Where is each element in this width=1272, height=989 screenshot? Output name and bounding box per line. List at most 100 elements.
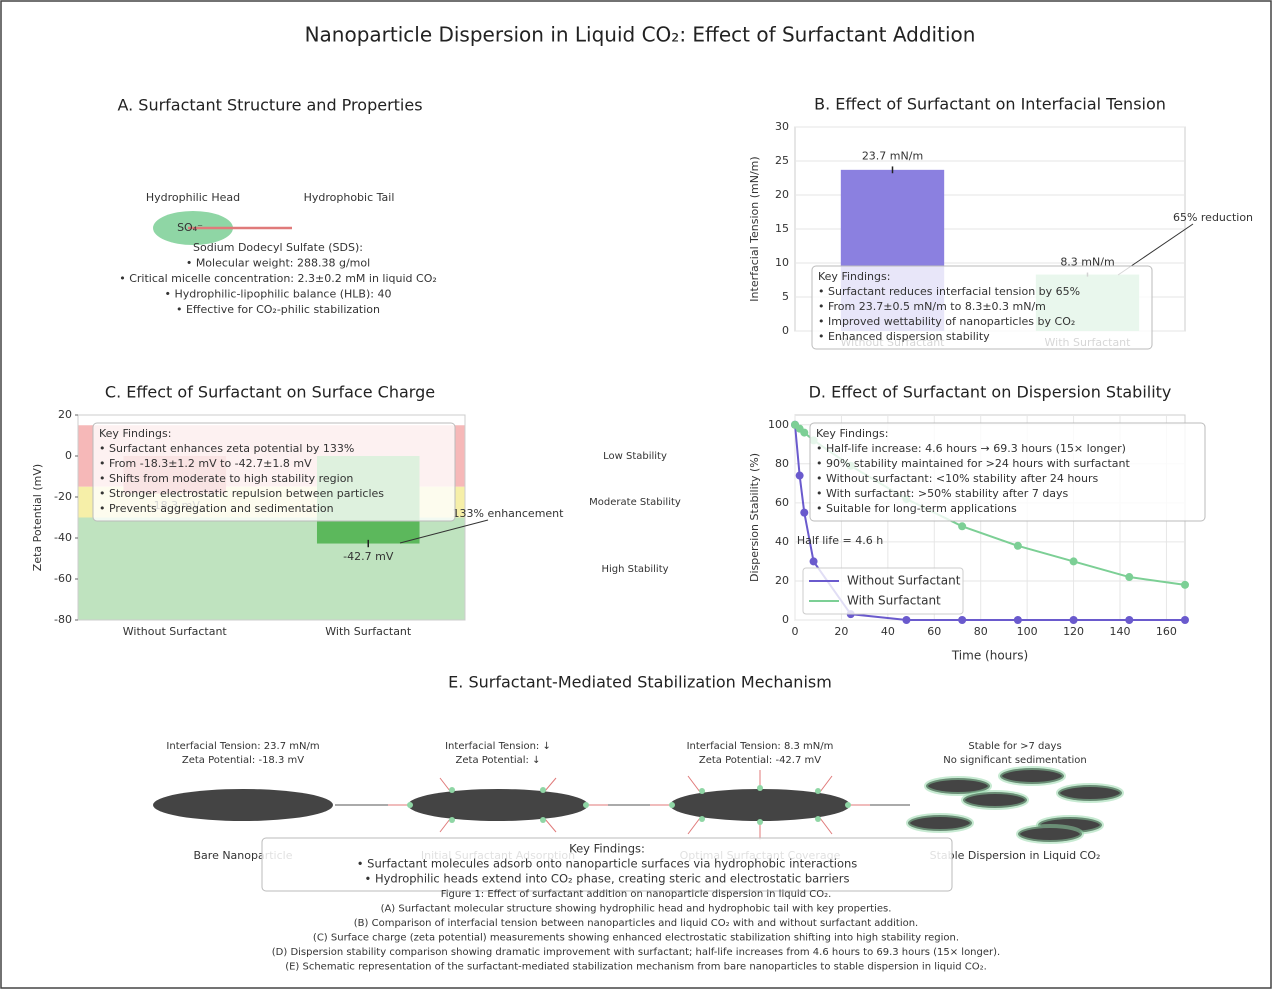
text-line: Zeta Potential: ↓ (456, 755, 541, 766)
text-line: • Prevents aggregation and sedimentation (99, 502, 334, 515)
dispersed-particles (906, 766, 1124, 844)
y-axis-label: Dispersion Stability (%) (748, 453, 761, 582)
mechanism-schematic (153, 766, 1124, 844)
region-label: High Stability (601, 564, 668, 575)
y-tick-label: -80 (54, 613, 72, 626)
data-point (795, 471, 804, 480)
x-tick-label: 100 (1017, 625, 1038, 638)
text-line: • With surfactant: >50% stability after … (816, 487, 1069, 500)
x-tick-label: 40 (881, 625, 895, 638)
text-line: • Suitable for long-term applications (816, 502, 1017, 515)
text-line: • Improved wettability of nanoparticles … (818, 315, 1075, 328)
text-line: No significant sedimentation (943, 755, 1087, 766)
text-line: • From 23.7±0.5 mN/m to 8.3±0.3 mN/m (818, 300, 1046, 313)
text-line: Sodium Dodecyl Sulfate (SDS): (193, 241, 363, 254)
value-label: -42.7 mV (343, 550, 394, 563)
text-line: Interfacial Tension: 8.3 mN/m (687, 741, 834, 752)
particle (670, 789, 850, 821)
data-point (902, 616, 911, 624)
key-findings-box (92, 422, 456, 522)
text-line: (A) Surfactant molecular structure showi… (381, 904, 892, 915)
text-line: • Molecular weight: 288.38 g/mol (186, 257, 370, 270)
text-line: • Critical micelle concentration: 2.3±0.… (119, 272, 437, 285)
y-tick-label: 5 (782, 290, 789, 303)
y-tick-label: 20 (775, 188, 789, 201)
y-tick-label: -40 (54, 531, 72, 544)
text-line: • Surfactant enhances zeta potential by … (99, 442, 354, 455)
data-point (1069, 616, 1078, 624)
panel-title: A. Surfactant Structure and Properties (117, 96, 422, 115)
x-tick-label: 160 (1156, 625, 1177, 638)
x-tick-label: 140 (1110, 625, 1131, 638)
x-tick-label: 80 (974, 625, 988, 638)
text-line: Interfacial Tension: 23.7 mN/m (166, 741, 319, 752)
text-line: • From -18.3±1.2 mV to -42.7±1.8 mV (99, 457, 312, 470)
data-point (1125, 573, 1134, 582)
key-findings-box (811, 265, 1153, 350)
text-line: Key Findings: (816, 427, 888, 440)
data-point (1181, 580, 1189, 589)
y-tick-label: -60 (54, 572, 72, 585)
text-line: Figure 1: Effect of surfactant addition … (441, 889, 832, 900)
y-tick-label: 40 (775, 535, 789, 548)
text-line: Zeta Potential: -18.3 mV (182, 755, 304, 766)
text-line: • Surfactant reduces interfacial tension… (818, 285, 1080, 298)
stage-label: Stable Dispersion in Liquid CO₂ (930, 849, 1101, 862)
text-line: Zeta Potential: -42.7 mV (699, 755, 821, 766)
panel-title: B. Effect of Surfactant on Interfacial T… (814, 95, 1166, 114)
text-line: • Effective for CO₂-philic stabilization (176, 303, 380, 316)
x-tick-label: 20 (834, 625, 848, 638)
region-label: Moderate Stability (589, 497, 681, 508)
text-line: Key Findings: (569, 842, 645, 856)
data-point (809, 557, 818, 566)
text-line: • 90% stability maintained for >24 hours… (816, 457, 1130, 470)
panel-title: C. Effect of Surfactant on Surface Charg… (105, 383, 435, 402)
annotation: 65% reduction (1173, 211, 1253, 224)
data-point (1125, 616, 1134, 624)
x-tick-label: 60 (927, 625, 941, 638)
data-point (1013, 541, 1022, 550)
text-line: • Half-life increase: 4.6 hours → 69.3 h… (816, 442, 1126, 455)
y-tick-label: 25 (775, 154, 789, 167)
data-point (800, 428, 809, 437)
x-axis-label: Time (hours) (951, 649, 1028, 663)
figure-title: Nanoparticle Dispersion in Liquid CO₂: E… (305, 23, 976, 47)
data-point (1013, 616, 1022, 624)
text-line: (D) Dispersion stability comparison show… (272, 947, 1000, 958)
text-line: • Surfactant molecules adsorb onto nanop… (357, 857, 858, 871)
y-tick-label: 20 (58, 408, 72, 421)
data-point (1181, 616, 1189, 624)
data-point (958, 522, 967, 531)
y-tick-label: 30 (775, 120, 789, 133)
x-tick-label: 120 (1063, 625, 1084, 638)
y-tick-label: 100 (768, 418, 789, 431)
y-tick-label: 0 (782, 613, 789, 626)
surfactant-heads (407, 785, 851, 825)
y-tick-label: 80 (775, 457, 789, 470)
y-tick-label: 20 (775, 574, 789, 587)
text-line: (B) Comparison of interfacial tension be… (354, 918, 918, 929)
text-line: • Without surfactant: <10% stability aft… (816, 472, 1099, 485)
y-tick-label: -20 (54, 490, 72, 503)
text-line: • Shifts from moderate to high stability… (99, 472, 353, 485)
plot-frame (77, 414, 466, 621)
text-line: Key Findings: (99, 427, 171, 440)
text-line: Stable for >7 days (968, 741, 1061, 752)
text-line: • Stronger electrostatic repulsion betwe… (99, 487, 384, 500)
legend-box (802, 567, 964, 615)
x-tick-label: 0 (792, 625, 799, 638)
legend-label: Without Surfactant (847, 574, 961, 588)
panel-title: D. Effect of Surfactant on Dispersion St… (809, 383, 1172, 402)
head-text: SO₄⁻ (177, 221, 203, 234)
particle (408, 789, 588, 821)
text-line: • Hydrophilic-lipophilic balance (HLB): … (165, 288, 392, 301)
tail-label: Hydrophobic Tail (304, 191, 395, 204)
particle (153, 789, 333, 821)
x-tick-label: With Surfactant (325, 625, 412, 638)
text-line: (E) Schematic representation of the surf… (285, 962, 987, 973)
value-label: 8.3 mN/m (1060, 256, 1114, 269)
data-point (958, 616, 967, 624)
value-label: 23.7 mN/m (862, 149, 923, 162)
panel-title: E. Surfactant-Mediated Stabilization Mec… (448, 673, 832, 692)
